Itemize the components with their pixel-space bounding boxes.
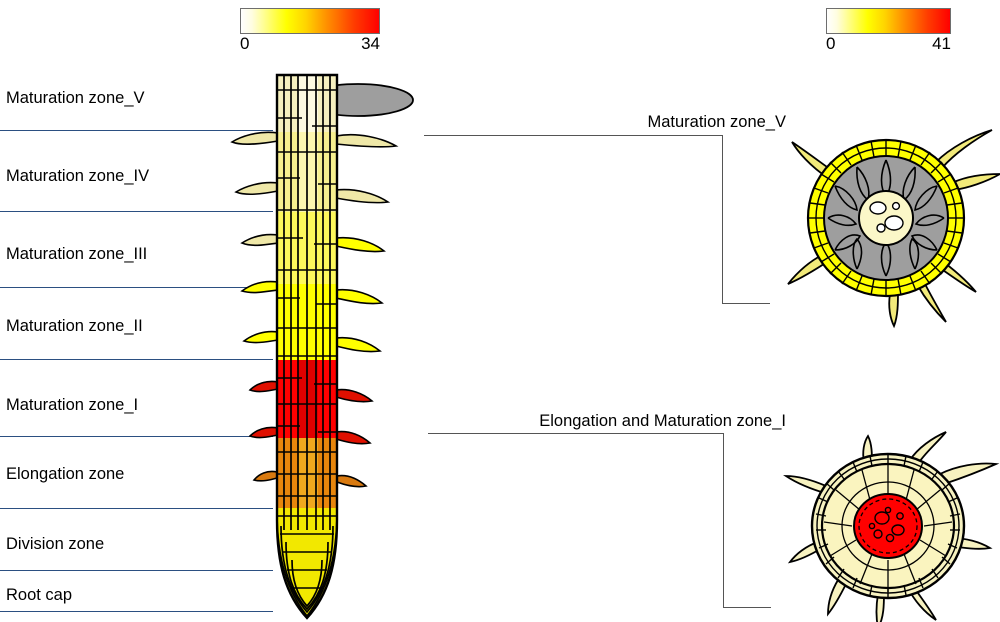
- zone-label-root-cap: Root cap: [6, 586, 73, 604]
- colorbar-gradient: [240, 8, 380, 34]
- zone-label-maturation-iii: Maturation zone_III: [6, 245, 148, 263]
- callout-label-maturation-v: Maturation zone_V: [647, 113, 786, 131]
- callout-bracket-stem-upper: [722, 135, 723, 303]
- callout-bracket-foot-upper: [722, 303, 770, 304]
- root-hairs-elongation: [252, 470, 368, 488]
- zone-divider-2: [0, 211, 273, 212]
- callout-bracket-top-lower: [428, 433, 723, 434]
- cross-section-endodermis: [858, 190, 914, 246]
- zone-label-maturation-iv: Maturation zone_IV: [6, 167, 150, 185]
- cross-section-maturation-zone-v: [787, 129, 1000, 329]
- zone-label-maturation-v: Maturation zone_V: [6, 89, 145, 107]
- callout-bracket-foot-lower: [723, 607, 771, 608]
- colorbar-tick-row: 0 41: [826, 34, 951, 54]
- callout-bracket-stem-lower: [723, 433, 724, 607]
- colorbar-min-label: 0: [826, 34, 836, 53]
- colorbar-max-label: 34: [361, 34, 380, 53]
- colorbar-longitudinal: 0 34: [240, 8, 380, 54]
- callout-label-elongation-maturation-i: Elongation and Maturation zone_I: [539, 412, 786, 430]
- colorbar-tick-row: 0 34: [240, 34, 380, 54]
- zone-divider-5: [0, 436, 273, 437]
- cross-section-endodermis: [858, 498, 918, 554]
- zone-label-maturation-ii: Maturation zone_II: [6, 317, 143, 335]
- zone-divider-7: [0, 570, 273, 571]
- colorbar-gradient: [826, 8, 951, 34]
- root-hairs-upper: [230, 131, 399, 247]
- cross-section-epidermal-cells: [809, 140, 963, 296]
- root-hairs-mid: [240, 236, 386, 353]
- zone-label-elongation: Elongation zone: [6, 465, 125, 483]
- colorbar-max-label: 41: [932, 34, 951, 53]
- cross-section-elongation-maturation-zone-i: [783, 431, 1000, 622]
- zone-label-maturation-i: Maturation zone_I: [6, 396, 139, 414]
- root-cell-files: [283, 75, 331, 530]
- cross-section-xylem-vessels: [869, 201, 904, 233]
- cross-section-epidermal-cells: [815, 454, 961, 597]
- root-transverse-walls: [277, 89, 337, 589]
- zone-divider-1: [0, 130, 273, 131]
- zone-divider-8: [0, 611, 273, 612]
- cross-section-xylem-vessels: [868, 506, 905, 543]
- zone-divider-3: [0, 287, 273, 288]
- zone-divider-4: [0, 359, 273, 360]
- root-outline: [275, 73, 339, 620]
- colorbar-min-label: 0: [240, 34, 250, 53]
- root-hairs-lower: [248, 380, 374, 445]
- root-longitudinal-section: [230, 73, 414, 620]
- zone-label-division: Division zone: [6, 535, 105, 553]
- zone-divider-6: [0, 508, 273, 509]
- callout-bracket-top-upper: [424, 135, 722, 136]
- colorbar-cross-section: 0 41: [826, 8, 951, 54]
